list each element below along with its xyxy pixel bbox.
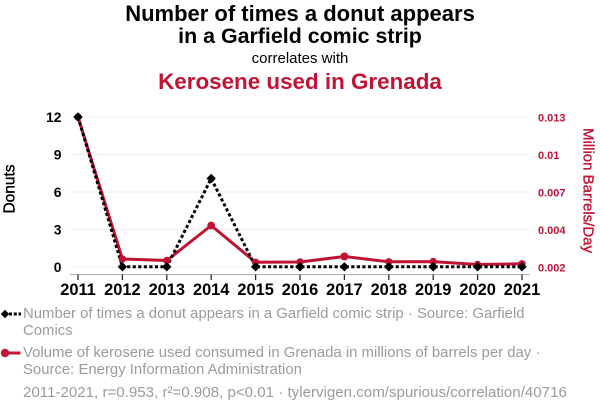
svg-text:0.01: 0.01 <box>538 150 559 162</box>
svg-text:0.013: 0.013 <box>538 113 566 125</box>
svg-text:Donuts: Donuts <box>2 164 19 213</box>
svg-text:3: 3 <box>54 222 62 238</box>
svg-text:2011: 2011 <box>60 281 96 299</box>
svg-text:2014: 2014 <box>193 281 230 299</box>
svg-text:2021: 2021 <box>504 281 540 299</box>
svg-text:0.004: 0.004 <box>538 225 566 237</box>
svg-text:2013: 2013 <box>149 281 185 299</box>
svg-text:9: 9 <box>54 147 62 163</box>
svg-text:Million Barrels/Day: Million Barrels/Day <box>580 128 597 254</box>
svg-text:2017: 2017 <box>326 281 362 299</box>
svg-text:2016: 2016 <box>282 281 318 299</box>
svg-text:2020: 2020 <box>459 281 495 299</box>
svg-text:2015: 2015 <box>237 281 273 299</box>
svg-text:2012: 2012 <box>104 281 140 299</box>
svg-text:2019: 2019 <box>415 281 451 299</box>
svg-text:2018: 2018 <box>371 281 407 299</box>
svg-text:0: 0 <box>54 259 62 275</box>
svg-text:12: 12 <box>46 109 62 125</box>
svg-text:6: 6 <box>54 184 62 200</box>
svg-text:0.007: 0.007 <box>538 188 566 200</box>
svg-text:0.002: 0.002 <box>538 263 566 275</box>
